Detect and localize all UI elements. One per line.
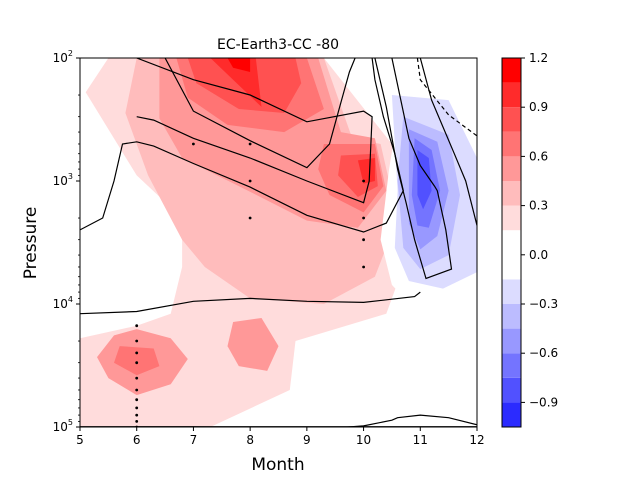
significance-dot-4 xyxy=(362,179,365,183)
significance-dot-17 xyxy=(135,420,139,423)
significance-dot-8 xyxy=(135,324,139,328)
significance-dot-16 xyxy=(135,413,139,417)
y-tick-label-2: 104 xyxy=(53,295,73,311)
colorbar-segment-4 xyxy=(502,304,521,329)
contour-fill-21 xyxy=(417,150,432,210)
contour-line-2 xyxy=(136,58,373,204)
colorbar-segment-0 xyxy=(502,402,521,427)
x-axis-label: Month xyxy=(251,455,304,475)
x-tick-label-6: 11 xyxy=(413,433,428,447)
x-tick-label-2: 7 xyxy=(190,433,198,447)
colorbar-tick-label-6: −0.6 xyxy=(529,346,558,360)
y-axis: 102 103 104 105 xyxy=(53,49,80,434)
contour-fill-11 xyxy=(357,158,375,184)
significance-dot-13 xyxy=(135,388,139,392)
significance-dot-14 xyxy=(135,398,139,402)
colorbar-segment-6 xyxy=(502,230,521,280)
contour-line-4 xyxy=(419,58,477,226)
contour-line-0 xyxy=(80,58,404,233)
contour-fill-7 xyxy=(114,346,160,376)
significance-dot-10 xyxy=(135,351,139,355)
colorbar-tick-label-0: 1.2 xyxy=(529,51,548,65)
colorbar-segment-13 xyxy=(502,58,521,83)
x-tick-label-4: 9 xyxy=(303,433,311,447)
x-tick-label-3: 8 xyxy=(246,433,254,447)
contour-line-5 xyxy=(80,291,421,315)
significance-dot-11 xyxy=(135,361,139,365)
colorbar-tick-label-7: −0.9 xyxy=(529,395,558,409)
filled-contours xyxy=(80,58,477,427)
significance-dot-9 xyxy=(135,339,139,343)
contour-fill-13 xyxy=(80,158,120,228)
contour-line-6 xyxy=(136,414,477,427)
significance-dot-7 xyxy=(362,265,365,269)
x-tick-label-5: 10 xyxy=(356,433,371,447)
significance-dot-12 xyxy=(135,376,139,380)
significance-dot-15 xyxy=(135,406,139,410)
colorbar: 1.2 0.9 0.6 0.3 0.0 −0.3 −0.6 −0.9 xyxy=(501,51,558,428)
x-tick-label-0: 5 xyxy=(76,433,84,447)
chart-title: EC-Earth3-CC -80 xyxy=(217,37,339,53)
colorbar-tick-label-5: −0.3 xyxy=(529,297,558,311)
x-axis: 5 6 7 8 9 10 11 12 xyxy=(76,427,485,447)
plot-frame xyxy=(79,57,478,428)
colorbar-segment-8 xyxy=(502,181,521,206)
colorbar-segment-7 xyxy=(502,205,521,231)
x-tick-label-1: 6 xyxy=(133,433,141,447)
colorbar-segment-2 xyxy=(502,353,521,378)
contour-fill-16 xyxy=(471,58,477,68)
significance-dot-0 xyxy=(192,142,195,146)
significance-dot-2 xyxy=(248,179,252,183)
y-tick-label-0: 102 xyxy=(53,49,73,65)
colorbar-segment-9 xyxy=(502,156,521,181)
colorbar-tick-label-4: 0.0 xyxy=(529,248,548,262)
y-tick-label-3: 105 xyxy=(53,418,73,434)
contour-fill-12 xyxy=(227,58,251,72)
colorbar-frame xyxy=(501,57,522,428)
y-axis-label: Pressure xyxy=(21,207,41,280)
significance-dot-1 xyxy=(248,142,252,146)
contour-line-1 xyxy=(164,58,356,169)
colorbar-segment-12 xyxy=(502,82,521,108)
colorbar-segment-1 xyxy=(502,377,521,403)
colorbar-segment-10 xyxy=(502,131,521,157)
significance-dots xyxy=(135,142,365,427)
contour-fill-4 xyxy=(227,318,279,371)
colorbar-tick-label-2: 0.6 xyxy=(529,149,548,163)
colorbar-tick-label-3: 0.3 xyxy=(529,199,548,213)
colorbar-segment-5 xyxy=(502,279,521,304)
colorbar-segment-3 xyxy=(502,328,521,354)
significance-dot-3 xyxy=(248,216,252,220)
significance-dot-5 xyxy=(362,216,365,220)
y-tick-label-1: 103 xyxy=(53,172,73,188)
contour-line-3 xyxy=(374,58,453,280)
significance-dot-6 xyxy=(362,238,365,242)
contour-line-8 xyxy=(416,58,477,137)
colorbar-segment-11 xyxy=(502,107,521,132)
x-tick-label-7: 12 xyxy=(469,433,484,447)
colorbar-tick-label-1: 0.9 xyxy=(529,100,548,114)
